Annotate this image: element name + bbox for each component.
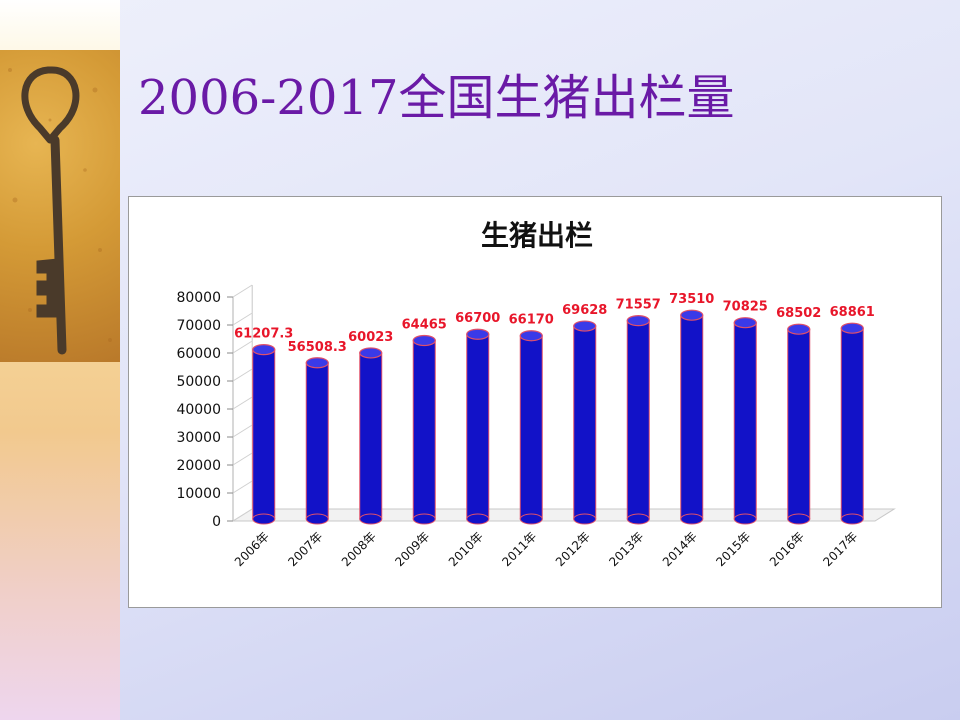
y-tick-label: 50000 xyxy=(176,374,221,390)
bar-top xyxy=(412,334,436,347)
bar xyxy=(733,317,757,525)
bar-top xyxy=(680,309,704,321)
y-tick-depth xyxy=(232,452,253,466)
x-tick-label: 2012年 xyxy=(553,529,593,569)
bar-base xyxy=(733,513,757,525)
bar xyxy=(519,330,543,525)
chart-panel: 生猪出栏 0 10000 20000 30000 40000 50000 60000 7000… xyxy=(128,196,942,608)
bar-top xyxy=(840,322,864,334)
bar-body xyxy=(466,333,490,520)
data-label: 68861 xyxy=(830,305,875,320)
data-label: 61207.3 xyxy=(234,327,293,342)
y-tick-depth xyxy=(232,368,253,382)
bar xyxy=(305,357,329,525)
bar-base xyxy=(680,513,704,525)
x-tick-label: 2011年 xyxy=(499,529,539,569)
data-label: 56508.3 xyxy=(288,340,347,355)
bar xyxy=(412,334,436,525)
bar-base xyxy=(466,513,490,525)
y-tick-label: 80000 xyxy=(176,290,221,306)
bar-top xyxy=(573,320,597,332)
x-tick-label: 2017年 xyxy=(820,529,860,569)
y-tick-label: 10000 xyxy=(176,486,221,502)
y-tick-depth xyxy=(232,340,253,354)
bar-chart: 生猪出栏 0 10000 20000 30000 40000 50000 60000 7000… xyxy=(176,219,896,569)
y-tick-depth xyxy=(232,312,253,326)
bar-body xyxy=(359,352,383,520)
y-tick-label: 20000 xyxy=(176,458,221,474)
bar-base xyxy=(412,513,436,525)
data-label: 70825 xyxy=(723,300,768,315)
y-tick-label: 60000 xyxy=(176,346,221,362)
bar-body xyxy=(412,339,436,520)
y-tick-depth xyxy=(232,508,253,522)
y-tick-label: 0 xyxy=(212,514,221,530)
bar xyxy=(359,347,383,525)
y-tick-label: 30000 xyxy=(176,430,221,446)
x-tick-label: 2007年 xyxy=(285,529,325,569)
key-icon xyxy=(8,66,112,355)
bar-base xyxy=(840,513,864,525)
bar-top xyxy=(733,317,757,329)
bar-body xyxy=(626,320,650,520)
bar-top xyxy=(466,328,490,340)
bar-top xyxy=(626,315,650,327)
x-tick-label: 2013年 xyxy=(606,529,646,569)
x-tick-label: 2014年 xyxy=(660,529,700,569)
bar-top xyxy=(787,323,811,335)
x-tick-label: 2016年 xyxy=(767,529,807,569)
chart-title: 生猪出栏 xyxy=(481,219,593,252)
y-tick-label: 70000 xyxy=(176,318,221,334)
y-tick-depth xyxy=(232,480,253,494)
x-tick-label: 2006年 xyxy=(232,529,272,569)
bar-base xyxy=(252,513,276,525)
key-photo xyxy=(0,50,120,362)
bar-base xyxy=(573,513,597,525)
bar-top xyxy=(252,344,276,356)
bar xyxy=(840,322,864,525)
bar-base xyxy=(519,513,543,525)
bar-top xyxy=(359,347,383,359)
bar-body xyxy=(252,349,276,520)
bar xyxy=(466,328,490,525)
bar-body xyxy=(305,362,329,520)
data-label: 73510 xyxy=(669,292,714,307)
y-tick-depth xyxy=(232,284,253,298)
y-tick-label: 40000 xyxy=(176,402,221,418)
bar xyxy=(626,315,650,525)
y-tick-depth xyxy=(232,424,253,438)
bar-body xyxy=(519,335,543,520)
bar xyxy=(252,344,276,525)
x-tick-label: 2010年 xyxy=(446,529,486,569)
data-label: 71557 xyxy=(616,298,661,313)
x-tick-label: 2015年 xyxy=(713,529,753,569)
bar-base xyxy=(787,513,811,525)
page-title: 2006-2017全国生猪出栏量 xyxy=(138,70,735,126)
data-label: 66700 xyxy=(455,311,500,326)
bar-base xyxy=(359,513,383,525)
bar-top xyxy=(305,357,329,369)
data-label: 68502 xyxy=(776,306,821,321)
bar-body xyxy=(733,322,757,520)
bar-body xyxy=(787,328,811,520)
bar xyxy=(573,320,597,525)
bar-body xyxy=(573,325,597,520)
data-label: 64465 xyxy=(402,317,447,332)
bar-top xyxy=(519,330,543,342)
bar-body xyxy=(680,314,704,520)
data-label: 66170 xyxy=(509,313,554,328)
data-label: 60023 xyxy=(348,330,393,345)
bar xyxy=(680,309,704,525)
x-tick-label: 2008年 xyxy=(339,529,379,569)
bar-base xyxy=(305,513,329,525)
bar-body xyxy=(840,327,864,520)
x-tick-label: 2009年 xyxy=(392,529,432,569)
data-label: 69628 xyxy=(562,303,607,318)
bar-base xyxy=(626,513,650,525)
y-tick-depth xyxy=(232,396,253,410)
bar xyxy=(787,323,811,525)
